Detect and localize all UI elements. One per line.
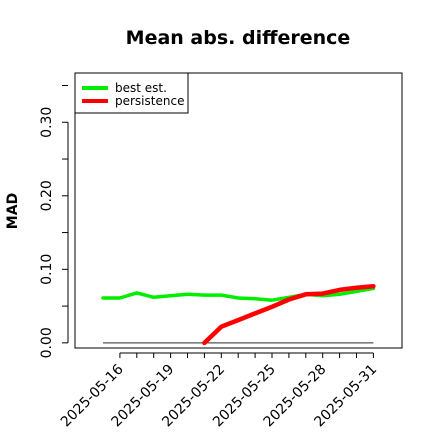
series-best-est [101, 286, 376, 302]
legend-box [74, 72, 189, 114]
series-line [202, 283, 376, 346]
x-axis: 2025-05-162025-05-192025-05-222025-05-25… [58, 352, 380, 430]
legend-label-persistence: persistence [115, 94, 184, 108]
legend: best est. persistence [74, 72, 189, 114]
chart-title: Mean abs. difference [126, 27, 351, 49]
series-line [101, 286, 376, 302]
y-axis: 0.00 0.10 0.20 0.30 [39, 85, 69, 358]
series-persistence [202, 283, 376, 346]
y-axis-label: MAD [5, 193, 21, 229]
y-tick-label: 0.00 [39, 327, 55, 358]
y-tick-label: 0.20 [39, 180, 55, 211]
y-tick-label: 0.30 [39, 107, 55, 138]
legend-label-best-est: best est. [115, 81, 167, 95]
plot-frame [74, 72, 403, 349]
series-group [101, 283, 376, 346]
y-tick-label: 0.10 [39, 254, 55, 285]
